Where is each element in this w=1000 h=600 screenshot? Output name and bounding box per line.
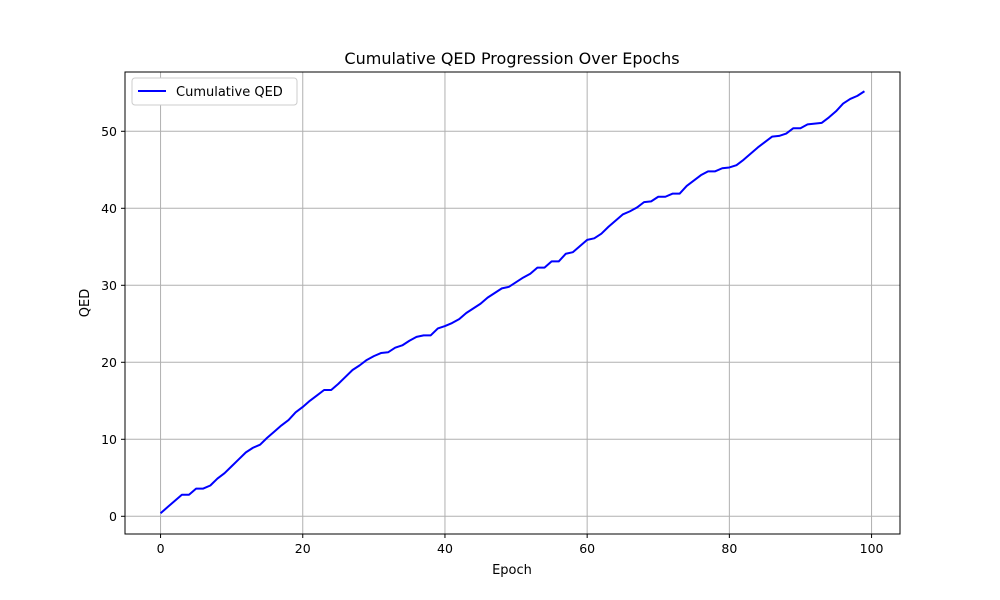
x-tick-label: 80 <box>721 541 737 556</box>
y-tick-label: 0 <box>109 509 117 524</box>
legend: Cumulative QED <box>131 77 298 106</box>
y-tick-label: 20 <box>101 355 117 370</box>
x-axis-label: Epoch <box>492 563 532 578</box>
series-layer <box>159 90 865 514</box>
series-line <box>159 90 865 514</box>
x-tick-label: 100 <box>860 541 884 556</box>
y-tick-label: 50 <box>101 124 117 139</box>
y-tick-label: 10 <box>101 432 117 447</box>
y-tick-label: 40 <box>101 201 117 216</box>
plot-frame <box>124 71 901 535</box>
grid <box>125 72 900 534</box>
x-tick-label: 0 <box>157 541 165 556</box>
y-tick-label: 30 <box>101 278 117 293</box>
chart-title: Cumulative QED Progression Over Epochs <box>344 49 679 68</box>
legend-box <box>131 77 298 106</box>
x-tick-label: 60 <box>579 541 595 556</box>
x-tick-label: 40 <box>437 541 453 556</box>
y-axis-label: QED <box>78 289 93 317</box>
ticks: 0 20 40 60 80 100 0 10 20 30 40 50 <box>101 124 883 556</box>
x-tick-label: 20 <box>295 541 311 556</box>
legend-label: Cumulative QED <box>176 85 283 100</box>
